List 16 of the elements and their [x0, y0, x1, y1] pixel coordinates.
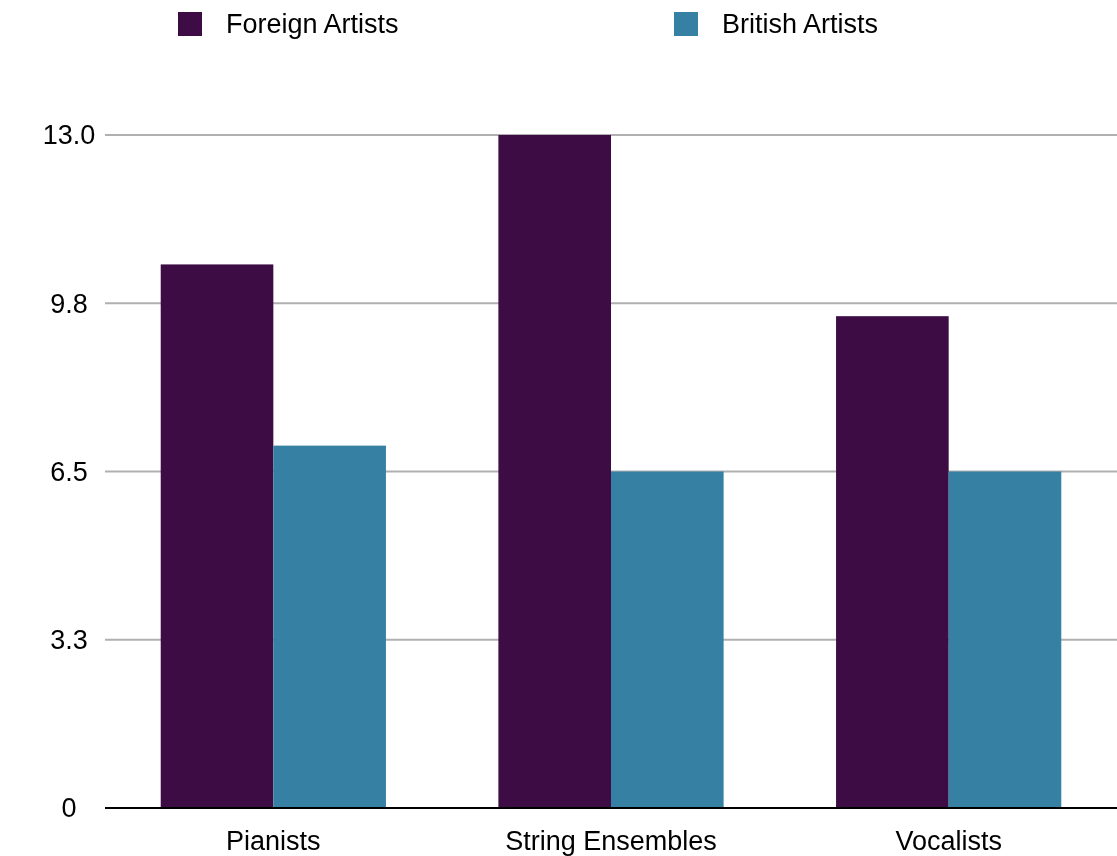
- bar: [273, 445, 386, 808]
- y-tick-label: 6.5: [50, 456, 88, 487]
- x-tick-label: Pianists: [226, 826, 321, 856]
- y-tick-label: 9.8: [50, 288, 88, 319]
- legend-label: British Artists: [722, 9, 879, 40]
- x-tick-label: String Ensembles: [505, 826, 717, 856]
- y-tick-label: 0: [61, 793, 77, 824]
- y-tick-label: 13.0: [42, 120, 96, 151]
- y-tick-label: 3.3: [50, 625, 88, 656]
- x-tick-label: Vocalists: [895, 826, 1002, 856]
- bar: [948, 471, 1062, 808]
- bar: [498, 135, 611, 808]
- bar: [836, 316, 949, 808]
- bar: [611, 471, 724, 808]
- bar: [160, 264, 274, 808]
- legend-label: Foreign Artists: [226, 9, 399, 40]
